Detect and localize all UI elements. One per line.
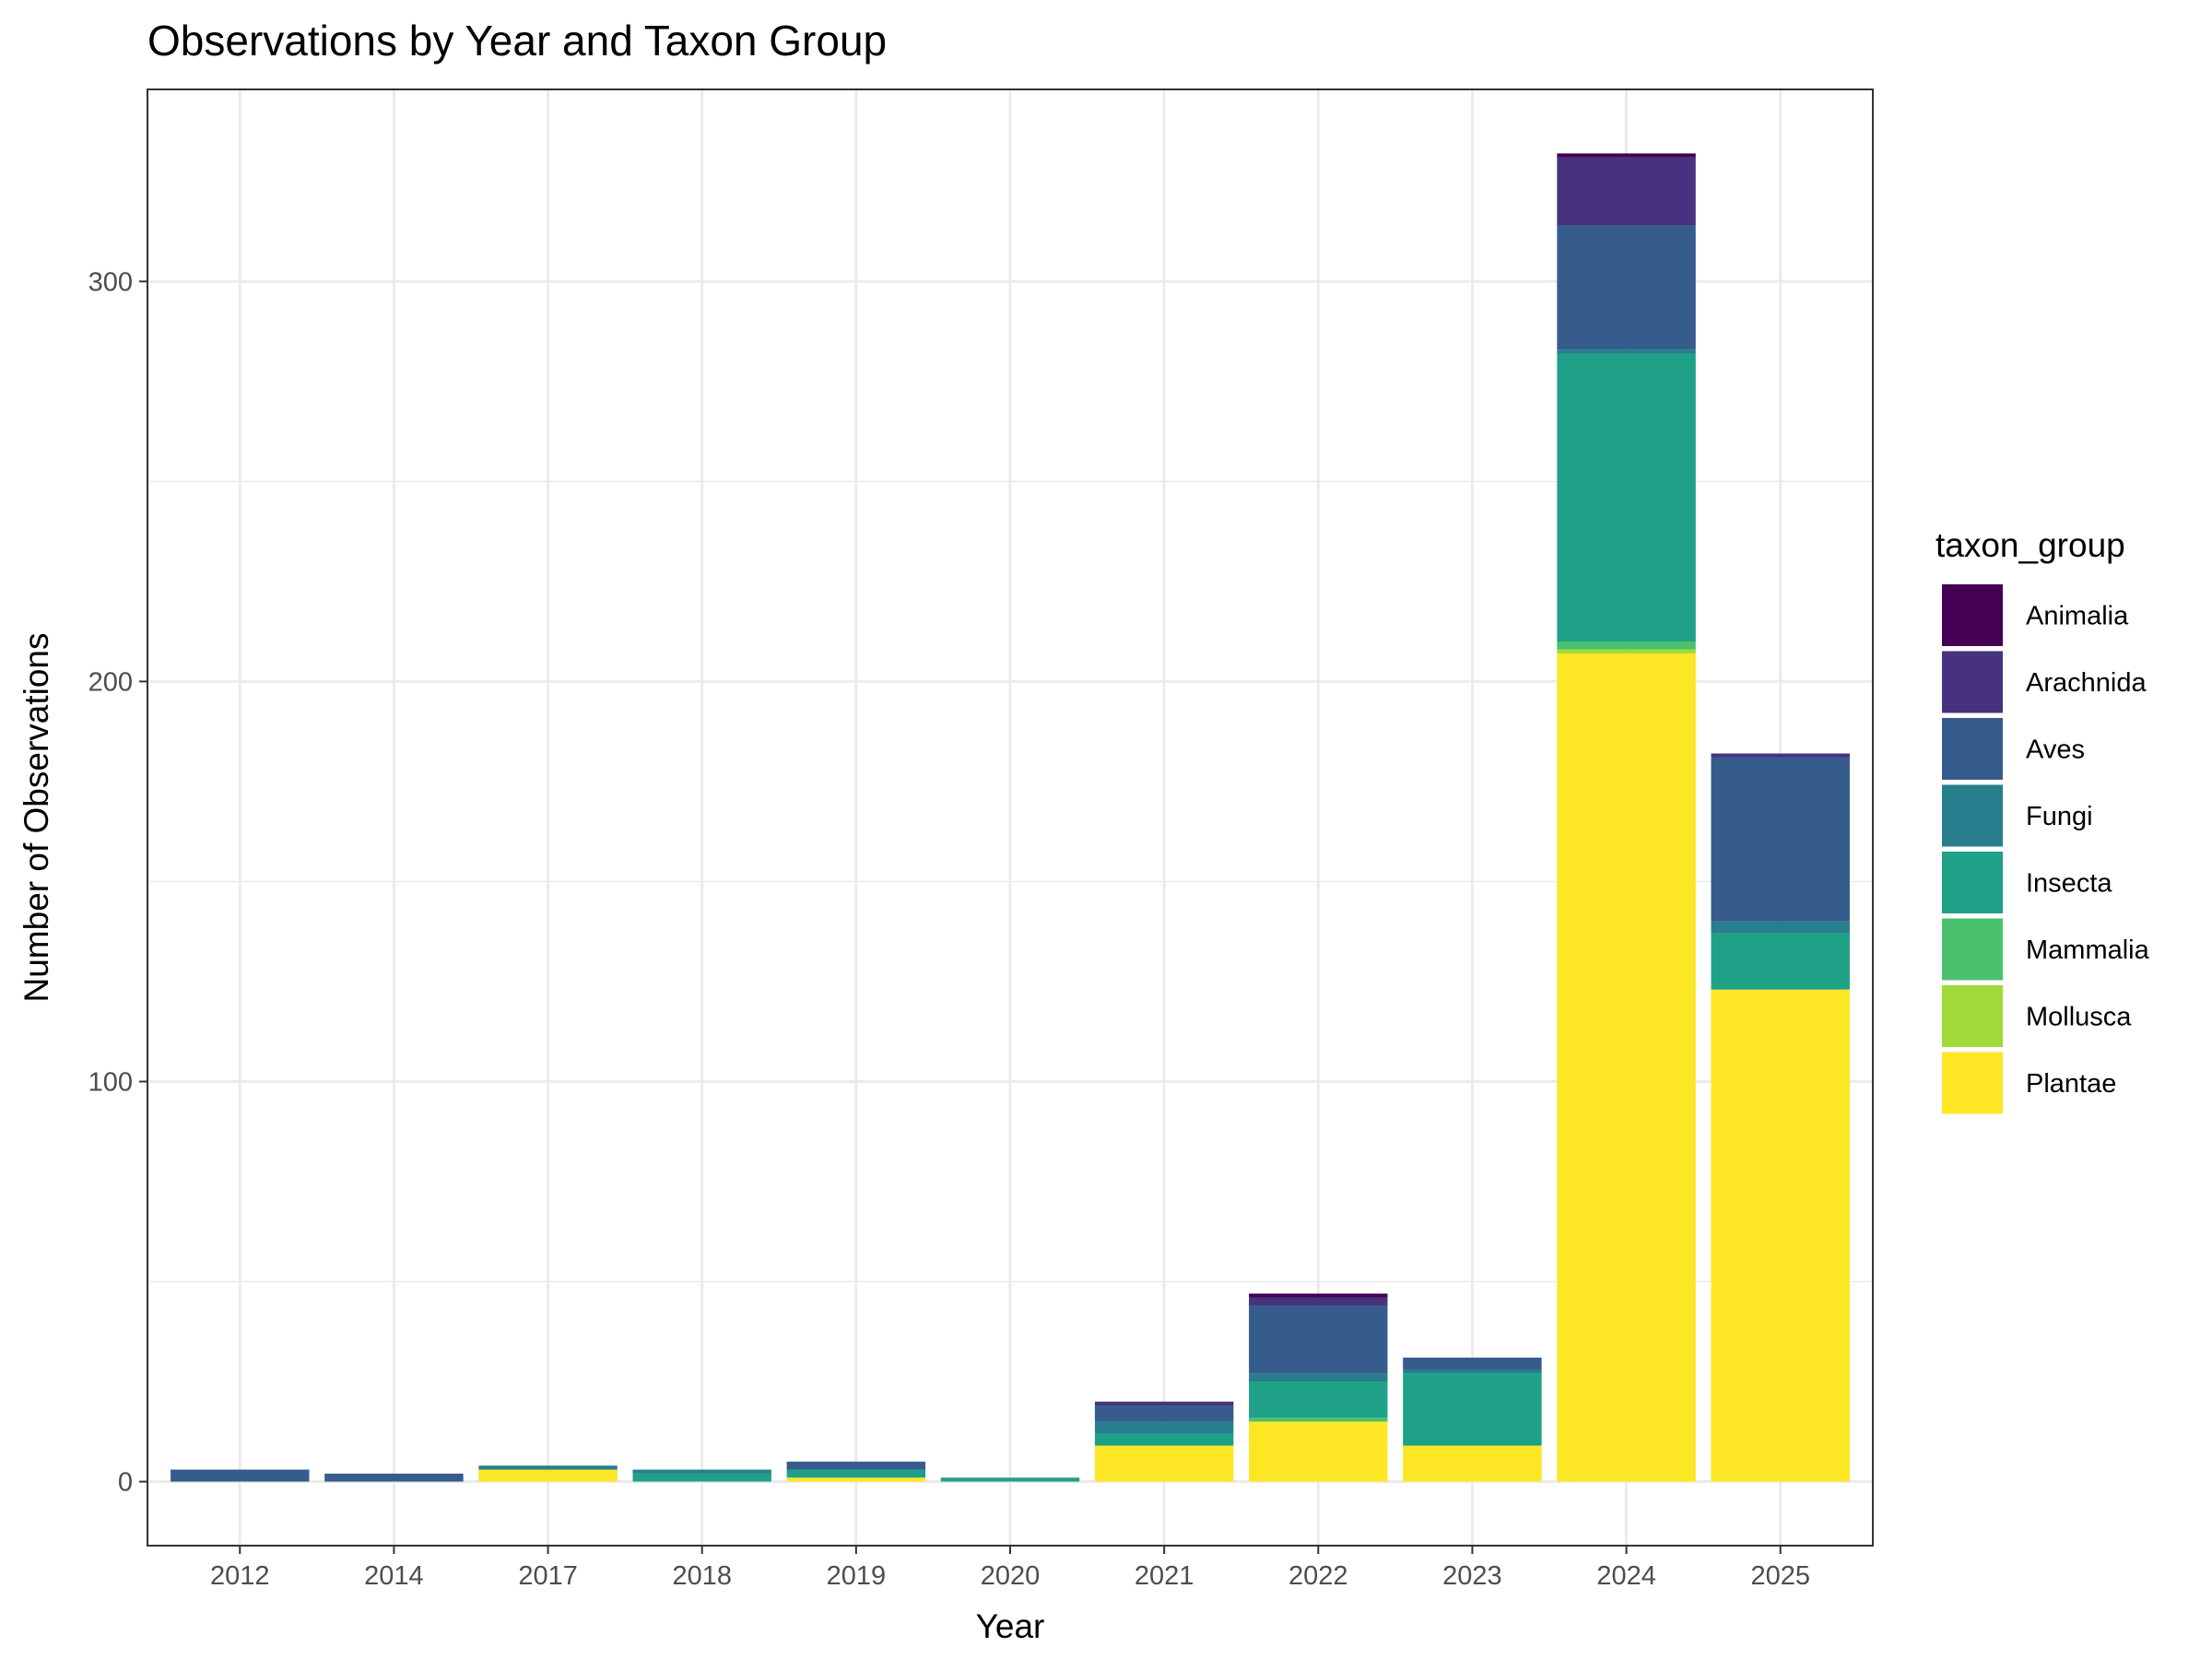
y-tick-label: 100 [88,1067,133,1097]
bar-segment-plantae-2022 [1249,1421,1388,1482]
bar-segment-fungi-2018 [632,1469,771,1474]
legend-key-fungi [1942,784,2003,847]
bar-segment-insecta-2020 [940,1477,1080,1482]
bar-segment-aves-2014 [324,1473,464,1482]
bar-segment-arachnida-2022 [1249,1297,1388,1306]
x-tick-label: 2021 [1135,1561,1194,1591]
bar-segment-fungi-2024 [1557,349,1696,354]
bar-segment-arachnida-2021 [1094,1401,1234,1406]
bar-segment-fungi-2025 [1711,921,1850,934]
y-tick-label: 300 [88,267,133,297]
bar-segment-insecta-2025 [1711,933,1850,990]
bar-segment-insecta-2019 [786,1469,926,1478]
y-tick-label: 0 [118,1468,133,1498]
x-tick-label: 2019 [827,1561,887,1591]
bar-segment-fungi-2023 [1403,1370,1542,1374]
bar-segment-plantae-2019 [786,1477,926,1482]
legend-label-animalia: Animalia [2026,602,2129,631]
chart-title: Observations by Year and Taxon Group [147,17,887,65]
bar-segment-aves-2019 [786,1461,926,1470]
x-tick-label: 2024 [1596,1561,1656,1591]
legend-key-arachnida [1942,651,2003,713]
bar-segment-mollusca-2024 [1557,649,1696,654]
bar-segment-animalia-2024 [1557,153,1696,158]
bar-segment-plantae-2021 [1094,1445,1234,1482]
legend: taxon_group Animalia Arachnida Aves Fungi In… [1936,526,2150,1114]
bar-segment-insecta-2021 [1094,1433,1234,1446]
legend-label-plantae: Plantae [2026,1069,2116,1099]
y-axis-title: Number of Observations [18,632,55,1002]
x-tick-label: 2018 [672,1561,732,1591]
legend-key-mammalia [1942,918,2003,981]
bar-segment-aves-2023 [1403,1357,1542,1371]
legend-label-mollusca: Mollusca [2026,1003,2132,1032]
bar-segment-plantae-2023 [1403,1445,1542,1482]
legend-label-arachnida: Arachnida [2026,668,2147,698]
bar-segment-aves-2021 [1094,1406,1234,1422]
x-axis-title: Year [976,1607,1045,1645]
legend-title: taxon_group [1936,526,2125,564]
bar-segment-aves-2024 [1557,225,1696,350]
bar-segment-insecta-2022 [1249,1382,1388,1418]
bar-segment-aves-2025 [1711,757,1850,922]
x-tick-label: 2025 [1750,1561,1810,1591]
bar-segment-plantae-2024 [1557,653,1696,1482]
legend-label-insecta: Insecta [2026,869,2112,899]
x-tick-label: 2022 [1288,1561,1348,1591]
bar-segment-arachnida-2024 [1557,157,1696,226]
bar-segment-mammalia-2024 [1557,641,1696,650]
bar-segment-fungi-2017 [478,1465,618,1470]
legend-key-mollusca [1942,985,2003,1047]
bar-segment-plantae-2017 [478,1469,618,1482]
legend-label-mammalia: Mammalia [2026,935,2150,965]
legend-key-aves [1942,718,2003,780]
axis-ticks: 0 100 200 300 2012 2014 2017 2018 2019 2020 2021 20… [88,267,1810,1591]
bar-segment-aves-2012 [171,1469,310,1482]
legend-key-plantae [1942,1052,2003,1114]
bars [171,153,1850,1482]
bar-segment-arachnida-2025 [1711,753,1850,758]
bar-segment-fungi-2022 [1249,1373,1388,1382]
legend-key-animalia [1942,584,2003,646]
bar-segment-aves-2022 [1249,1305,1388,1374]
x-tick-label: 2023 [1442,1561,1502,1591]
x-tick-label: 2017 [518,1561,578,1591]
legend-label-fungi: Fungi [2026,802,2093,831]
legend-label-aves: Aves [2026,735,2085,765]
legend-key-insecta [1942,852,2003,913]
bar-segment-insecta-2023 [1403,1373,1542,1446]
x-tick-label: 2014 [364,1561,424,1591]
bar-segment-insecta-2024 [1557,353,1696,642]
x-tick-label: 2012 [210,1561,270,1591]
x-tick-label: 2020 [981,1561,1041,1591]
bar-segment-animalia-2022 [1249,1293,1388,1298]
bar-segment-mammalia-2022 [1249,1418,1388,1422]
bar-segment-fungi-2021 [1094,1421,1234,1434]
bar-segment-insecta-2018 [632,1473,771,1482]
bar-segment-plantae-2025 [1711,989,1850,1482]
y-tick-label: 200 [88,667,133,697]
